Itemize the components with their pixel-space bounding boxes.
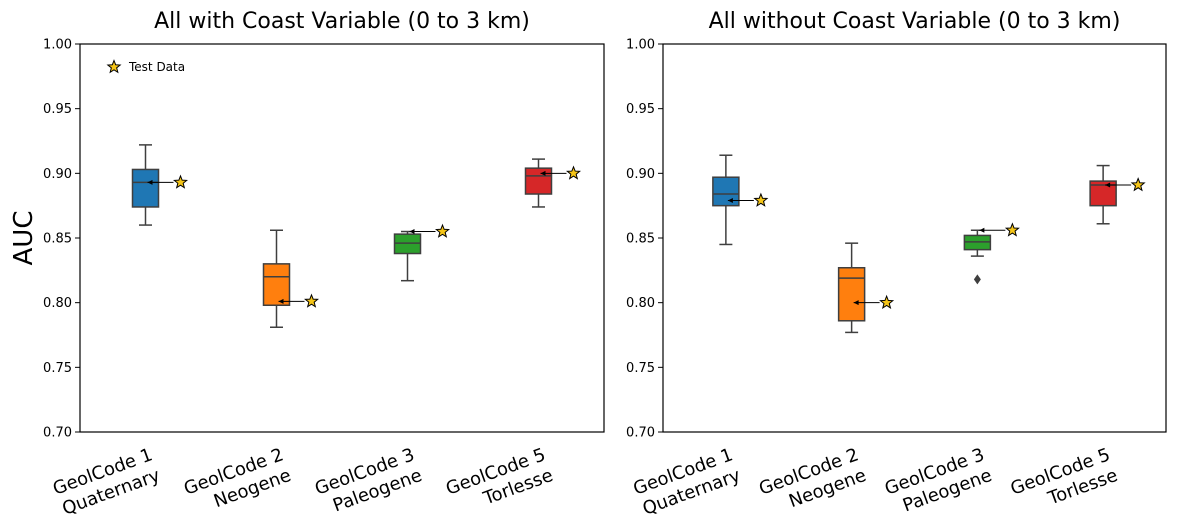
- y-tick-label: 0.90: [626, 167, 655, 182]
- iqr-box: [837, 266, 866, 322]
- test-arrow-head: [147, 179, 153, 185]
- test-star-marker: [879, 294, 895, 310]
- test-arrow-head: [727, 197, 733, 203]
- y-axis-label: AUC: [9, 211, 39, 266]
- y-tick-label: 0.90: [43, 167, 72, 182]
- test-arrow-head: [409, 229, 415, 235]
- y-tick-label: 0.80: [626, 296, 655, 311]
- test-arrow-head: [540, 170, 546, 176]
- test-star-marker: [435, 223, 450, 238]
- legend-label: Test Data: [128, 60, 185, 74]
- iqr-box: [262, 263, 291, 307]
- y-tick-label: 0.85: [626, 232, 655, 247]
- y-tick-label: 0.85: [43, 232, 72, 247]
- test-star-marker: [304, 293, 319, 308]
- chart-title: All with Coast Variable (0 to 3 km): [154, 9, 530, 34]
- test-arrow-head: [278, 298, 284, 304]
- axes-frame: [79, 43, 605, 433]
- y-tick-label: 0.75: [43, 361, 72, 376]
- test-star-marker: [1004, 222, 1020, 237]
- y-tick-label: 0.80: [43, 296, 72, 311]
- iqr-box: [131, 168, 160, 208]
- test-arrow-head: [979, 227, 985, 233]
- legend-star-icon: [106, 59, 122, 74]
- y-tick-label: 1.00: [43, 38, 72, 53]
- test-star-marker: [1130, 177, 1146, 192]
- chart-title: All without Coast Variable (0 to 3 km): [709, 9, 1121, 34]
- iqr-box: [712, 176, 740, 207]
- axes-frame: [662, 43, 1167, 433]
- y-tick-label: 1.00: [626, 38, 655, 53]
- y-tick-label: 0.70: [43, 426, 72, 441]
- y-tick-label: 0.95: [626, 102, 655, 117]
- y-tick-label: 0.70: [626, 426, 655, 441]
- test-arrow-head: [1105, 182, 1111, 188]
- y-tick-label: 0.75: [626, 361, 655, 376]
- test-arrow-head: [853, 300, 859, 306]
- test-star-marker: [753, 192, 769, 207]
- test-star-marker: [566, 165, 581, 180]
- test-star-marker: [173, 174, 188, 189]
- iqr-box: [524, 167, 553, 195]
- outlier-marker: [973, 274, 981, 285]
- y-tick-label: 0.95: [43, 102, 72, 117]
- legend: Test Data: [106, 59, 185, 74]
